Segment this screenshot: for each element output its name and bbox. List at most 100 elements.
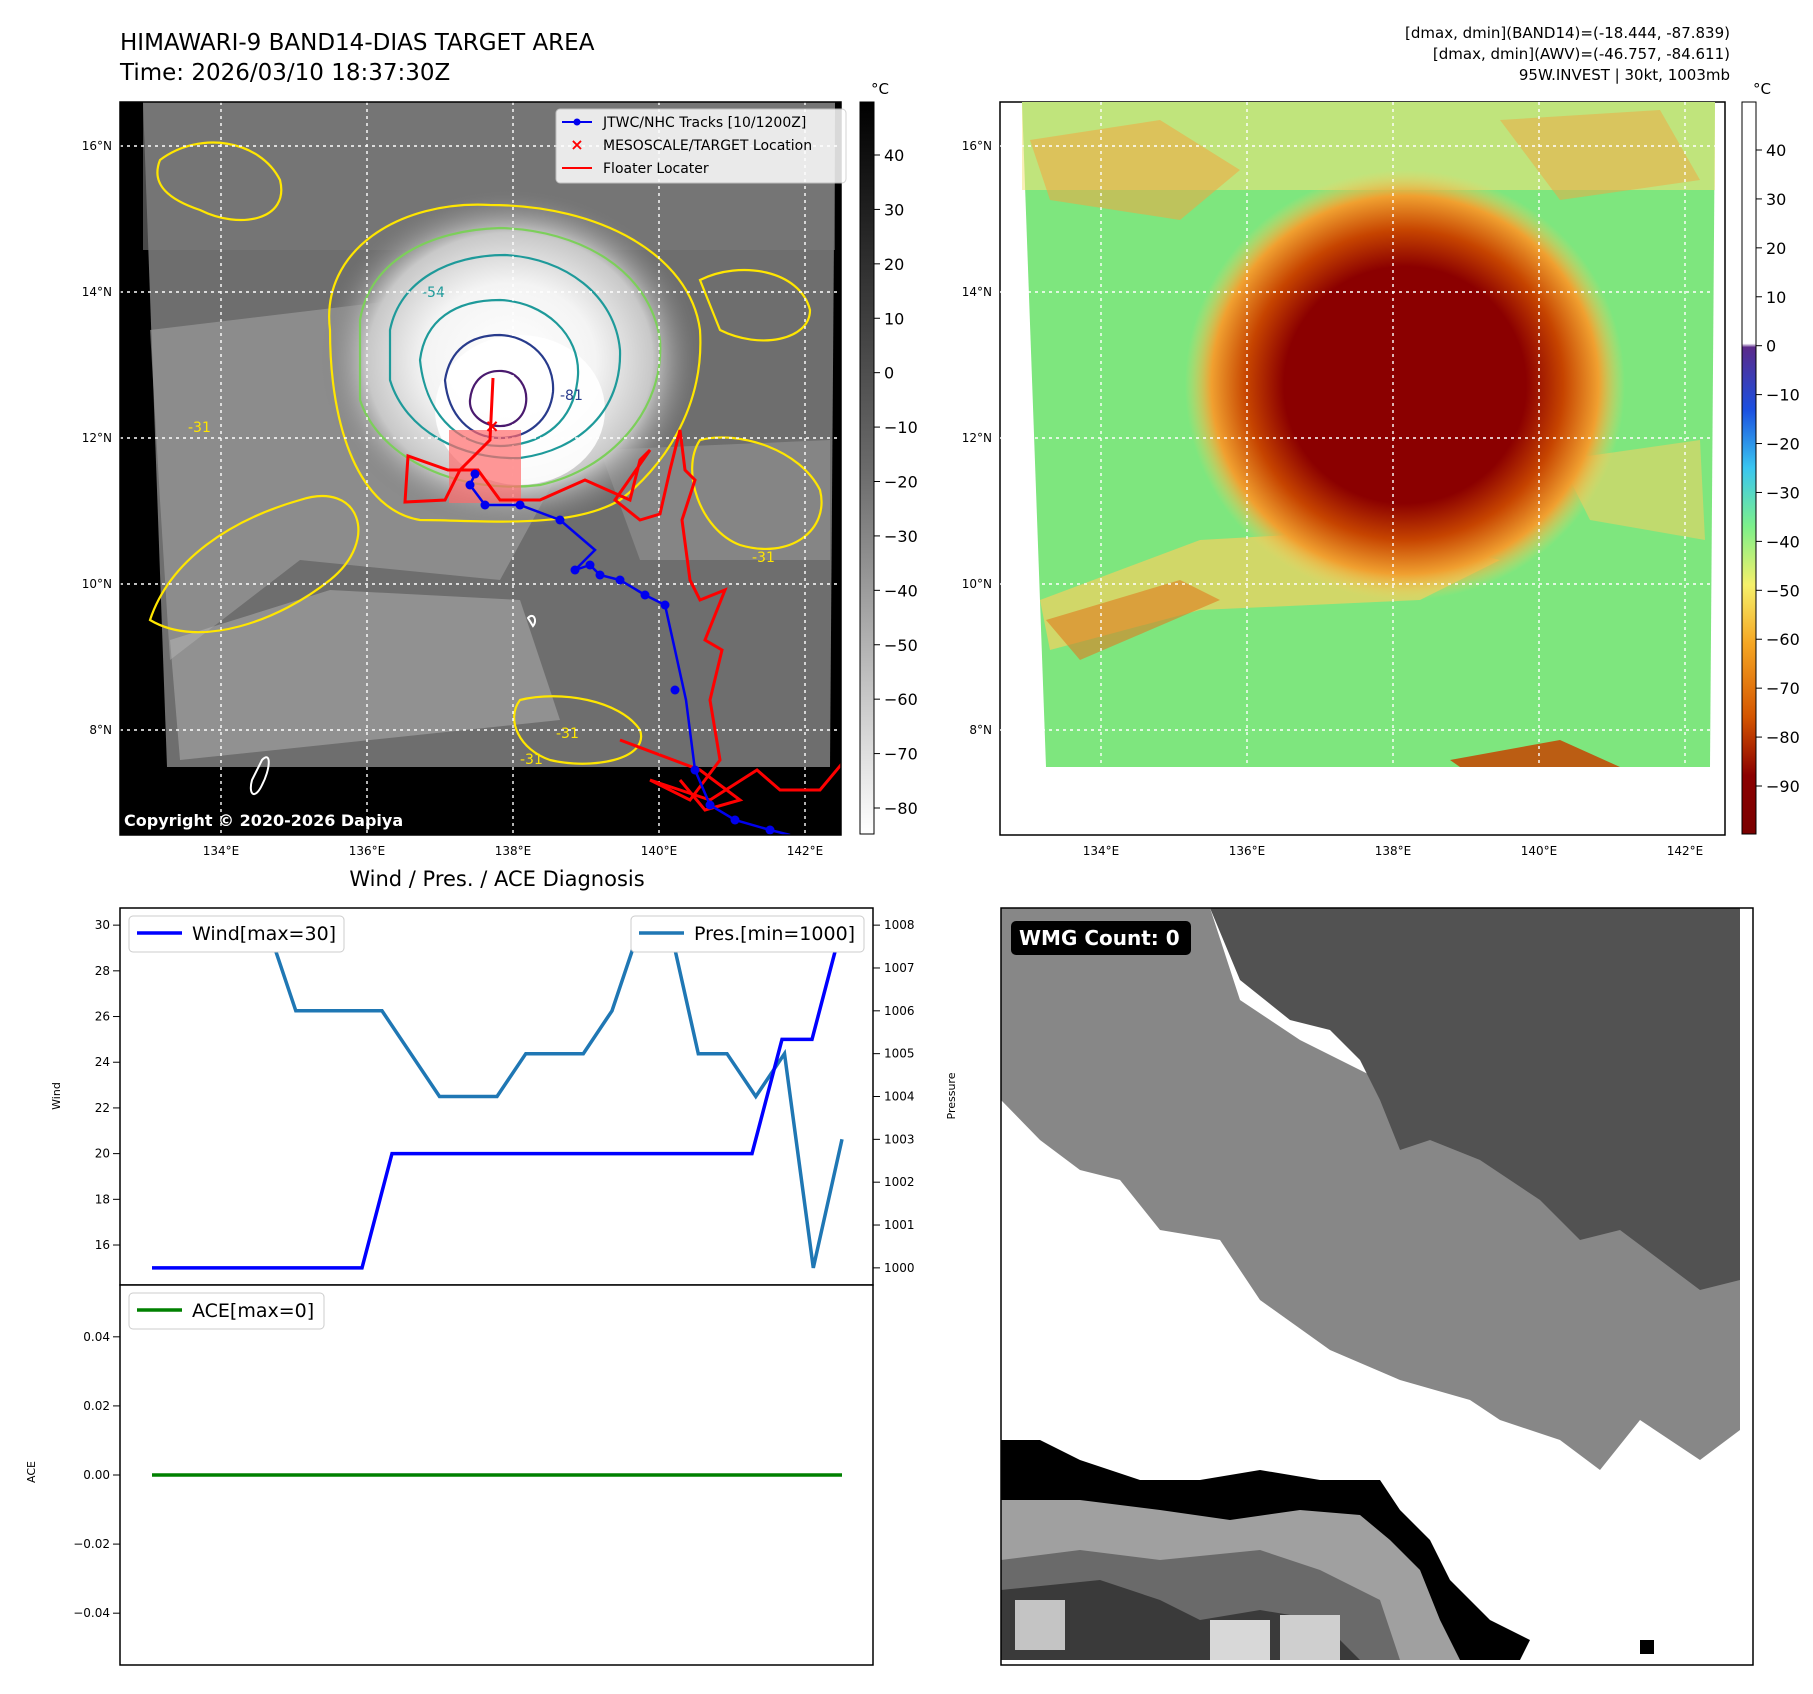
wind-tick-label: 26 xyxy=(95,1010,110,1024)
contour-label: -31 xyxy=(752,550,775,566)
ir-lon-labels: 134°E 136°E 138°E 140°E 142°E xyxy=(203,844,824,858)
ace-tick-label: 0.00 xyxy=(83,1468,110,1482)
ir-map-panel: -54 -81 -31 -31 -31 -31 xyxy=(82,80,918,858)
wind-tick-label: 28 xyxy=(95,964,110,978)
wv-colorbar-tick-label: −30 xyxy=(1766,483,1800,502)
pressure-tick-label: 1005 xyxy=(884,1047,915,1061)
legend-floater-label: Floater Locater xyxy=(603,161,709,177)
wv-colorbar-tick-label: −80 xyxy=(1766,728,1800,747)
lon-label: 142°E xyxy=(1667,844,1704,858)
ace-tick-label: 0.02 xyxy=(83,1399,110,1413)
floater-locater-track xyxy=(403,377,841,802)
legend-tracks-label: JTWC/NHC Tracks [10/1200Z] xyxy=(602,115,806,131)
figure-header: HIMAWARI-9 BAND14-DIAS TARGET AREA Time:… xyxy=(119,24,1730,86)
ir-colorbar-tick-label: −40 xyxy=(884,581,918,600)
lon-label: 136°E xyxy=(1229,844,1266,858)
ir-colorbar-tick-label: −50 xyxy=(884,636,918,655)
lat-label: 16°N xyxy=(82,139,112,153)
ir-colorbar-tick-label: −20 xyxy=(884,473,918,492)
wv-gridlines xyxy=(1000,102,1725,835)
pressure-axis-label: Pressure xyxy=(945,1072,958,1119)
pressure-tick-label: 1004 xyxy=(884,1090,915,1104)
lon-label: 142°E xyxy=(787,844,824,858)
wv-colorbar-tick-label: −90 xyxy=(1766,777,1800,796)
copyright-notice: Copyright © 2020-2026 Dapiya xyxy=(124,811,403,830)
wind-tick-label: 20 xyxy=(95,1147,110,1161)
pressure-tick-label: 1008 xyxy=(884,918,915,932)
target-area-box xyxy=(449,430,521,503)
wv-lat-labels: 16°N 14°N 12°N 10°N 8°N xyxy=(962,139,992,737)
wv-colorbar-unit: °C xyxy=(1753,80,1771,98)
diagnosis-panel: Wind / Pres. / ACE Diagnosis 30 28 26 24 22 2… xyxy=(25,867,958,1666)
lon-label: 136°E xyxy=(349,844,386,858)
wind-legend-label: Wind[max=30] xyxy=(192,923,336,945)
lat-label: 8°N xyxy=(969,723,992,737)
wv-colorbar-tick-label: 40 xyxy=(1766,141,1786,160)
legend-target-label: MESOSCALE/TARGET Location xyxy=(603,138,812,154)
diagnosis-title: Wind / Pres. / ACE Diagnosis xyxy=(349,867,644,891)
band14-stats: [dmax, dmin](BAND14)=(-18.444, -87.839) xyxy=(1405,24,1730,42)
awv-stats: [dmax, dmin](AWV)=(-46.757, -84.611) xyxy=(1433,45,1730,63)
ir-lat-labels: 16°N 14°N 12°N 10°N 8°N xyxy=(82,139,112,737)
wv-colorbar-tick-label: −50 xyxy=(1766,581,1800,600)
lat-label: 12°N xyxy=(82,431,112,445)
wv-colorbar-tick-label: −10 xyxy=(1766,386,1800,405)
wv-colorbar-tick-label: 0 xyxy=(1766,337,1776,356)
lon-label: 134°E xyxy=(203,844,240,858)
contour-label: -31 xyxy=(556,726,579,742)
lat-label: 8°N xyxy=(89,723,112,737)
ir-contour-labels: -54 -81 -31 -31 -31 -31 xyxy=(188,285,775,768)
lat-label: 12°N xyxy=(962,431,992,445)
lon-label: 140°E xyxy=(641,844,678,858)
ir-colorbar-unit: °C xyxy=(871,80,889,98)
ace-tick-label: −0.04 xyxy=(73,1606,110,1620)
wv-lon-labels: 134°E 136°E 138°E 140°E 142°E xyxy=(1083,844,1704,858)
pressure-legend: Pres.[min=1000] xyxy=(630,915,865,953)
lat-label: 10°N xyxy=(82,577,112,591)
wind-series-line xyxy=(152,924,844,1270)
storm-info: 95W.INVEST | 30kt, 1003mb xyxy=(1519,66,1730,84)
lat-label: 16°N xyxy=(962,139,992,153)
wind-tick-label: 30 xyxy=(95,918,110,932)
ir-colorbar-tick-label: 10 xyxy=(884,309,904,328)
wind-tick-label: 24 xyxy=(95,1055,110,1069)
ace-legend-label: ACE[max=0] xyxy=(192,1300,314,1322)
pressure-tick-label: 1002 xyxy=(884,1175,915,1189)
legend-target-marker: × xyxy=(570,135,583,154)
wmg-count-badge xyxy=(1011,921,1191,955)
pressure-tick-label: 1001 xyxy=(884,1218,915,1232)
pressure-tick-label: 1000 xyxy=(884,1261,915,1275)
contour-label: -54 xyxy=(422,285,445,301)
wmg-count-label: WMG Count: 0 xyxy=(1019,926,1180,950)
lat-label: 14°N xyxy=(82,285,112,299)
ace-tick-label: 0.04 xyxy=(83,1330,110,1344)
wind-tick-label: 16 xyxy=(95,1238,110,1252)
lon-label: 134°E xyxy=(1083,844,1120,858)
ir-colorbar-tick-label: −10 xyxy=(884,418,918,437)
ace-axis-label: ACE xyxy=(25,1461,38,1483)
wind-tick-label: 18 xyxy=(95,1192,110,1206)
wv-colorbar-tick-label: 30 xyxy=(1766,190,1786,209)
wind-tick-label: 22 xyxy=(95,1101,110,1115)
ir-colorbar-tick-label: −30 xyxy=(884,527,918,546)
pressure-tick-label: 1007 xyxy=(884,961,915,975)
ir-colorbar-tick-label: −80 xyxy=(884,799,918,818)
wv-colorbar-tick-label: −20 xyxy=(1766,435,1800,454)
ir-colorbar: °C 40 30 20 10 0 −10 −20 −30 −40 −50 −60 −70 −80 xyxy=(859,80,918,835)
wv-map-panel: 16°N 14°N 12°N 10°N 8°N 134°E 136°E 138°… xyxy=(962,80,1800,858)
target-location-marker: × xyxy=(484,416,499,437)
wv-colorbar-tick-label: −40 xyxy=(1766,532,1800,551)
ir-colorbar-tick-label: 30 xyxy=(884,200,904,219)
lat-label: 10°N xyxy=(962,577,992,591)
wv-colorbar-tick-label: 10 xyxy=(1766,288,1786,307)
wv-dry-core xyxy=(1185,170,1625,600)
pressure-tick-label: 1006 xyxy=(884,1004,915,1018)
wv-colorbar: °C 40 30 20 10 0 −10 −20 −30 −40 −50 −60 −70 −80 −90 xyxy=(1741,80,1800,835)
lon-label: 138°E xyxy=(495,844,532,858)
jtwc-track-points xyxy=(465,469,775,835)
figure-title: HIMAWARI-9 BAND14-DIAS TARGET AREA xyxy=(120,30,595,56)
wv-colorbar-tick-label: 20 xyxy=(1766,239,1786,258)
ir-legend: JTWC/NHC Tracks [10/1200Z] × MESOSCALE/T… xyxy=(555,108,847,184)
island-outline xyxy=(249,756,270,795)
ace-legend: ACE[max=0] xyxy=(128,1292,325,1330)
